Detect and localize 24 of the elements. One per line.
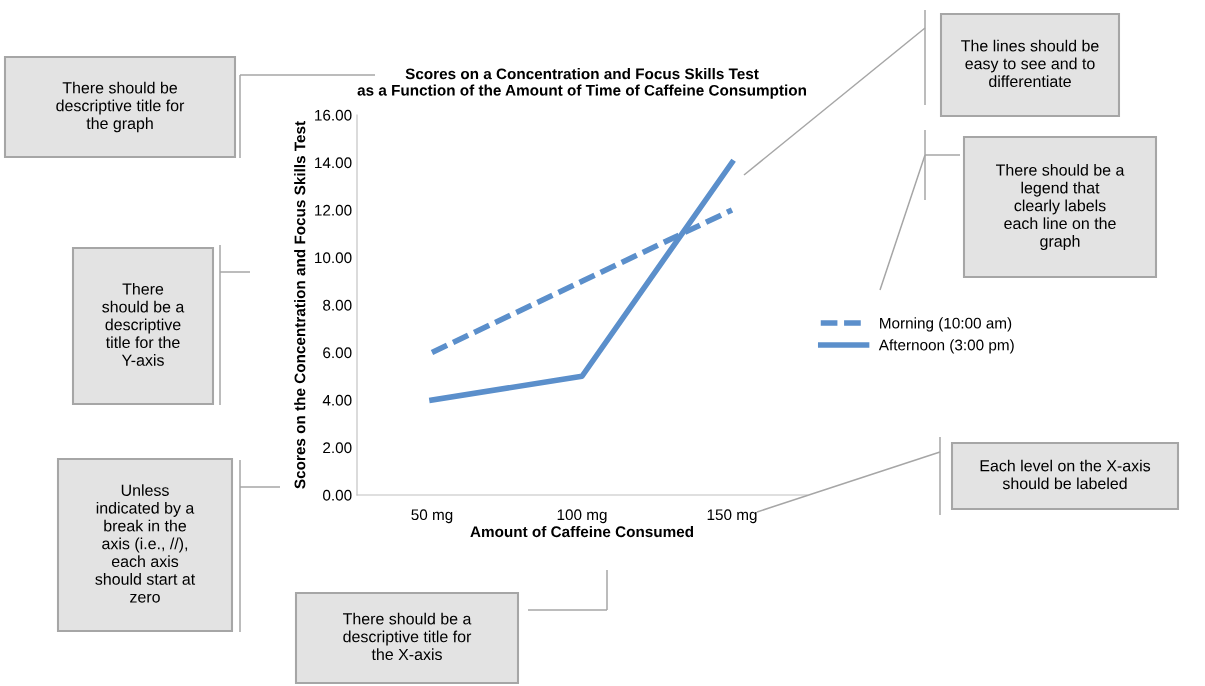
text: There should be descriptive title for the graph xyxy=(56,81,185,133)
y-tick-label: 4.00 xyxy=(322,394,352,406)
y-tick-label: 6.00 xyxy=(323,347,352,359)
x-tick-label: 150 mg xyxy=(707,509,757,524)
x-axis-title: Amount of Caffeine Consumed xyxy=(470,525,694,538)
y-tick-label: 0.00 xyxy=(323,489,352,501)
legend-label: Morning (10:00 am) xyxy=(880,317,1012,332)
y-tick-label: 2.00 xyxy=(323,442,352,454)
text: There should be a legend that clearly labels each line on the graph xyxy=(995,163,1125,251)
text: There should be a descriptive title for the Y-axis xyxy=(102,282,185,366)
text: The lines should be easy to see and to differentiate xyxy=(961,39,1099,88)
x-tick-label: 100 mg xyxy=(557,509,607,524)
y-axis-title: Scores on the Concentration and Focus Skills Test xyxy=(294,121,306,489)
y-tick-label: 12.00 xyxy=(315,204,352,216)
y-tick-label: 8.00 xyxy=(323,299,352,311)
legend-label: Afternoon (3:00 pm) xyxy=(878,339,1014,354)
text: Unless indicated by a break in the axis (i.e., //), each axis should start at zero xyxy=(95,484,196,603)
y-tick-label: 10.00 xyxy=(315,252,352,264)
y-tick-label: 14.00 xyxy=(315,157,352,169)
y-tick-label: 16.00 xyxy=(315,109,352,121)
text: Each level on the X-axis should be labeled xyxy=(980,459,1151,490)
x-tick-label: 50 mg xyxy=(411,509,453,524)
text: There should be a descriptive title for the X-axis xyxy=(342,612,472,661)
chart-title: Scores on a Concentration and Focus Skills Test as a Function of the Amount of Time of Caffeine Consumption xyxy=(357,68,806,99)
